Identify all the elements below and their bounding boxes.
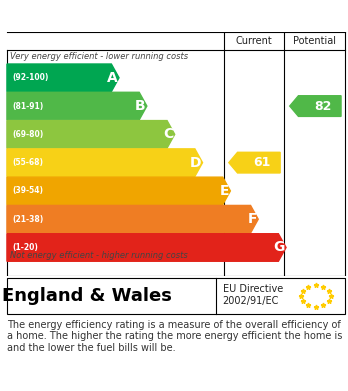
Text: B: B	[135, 99, 146, 113]
Text: (69-80): (69-80)	[12, 130, 44, 139]
Polygon shape	[7, 120, 175, 148]
Text: F: F	[248, 212, 257, 226]
Text: EU Directive
2002/91/EC: EU Directive 2002/91/EC	[223, 284, 283, 306]
Text: C: C	[164, 127, 174, 142]
Text: Not energy efficient - higher running costs: Not energy efficient - higher running co…	[10, 251, 188, 260]
Polygon shape	[290, 96, 341, 117]
Text: E: E	[220, 184, 229, 198]
FancyBboxPatch shape	[7, 278, 345, 314]
Text: Potential: Potential	[293, 36, 335, 46]
Polygon shape	[7, 64, 119, 91]
Text: (39-54): (39-54)	[12, 187, 43, 196]
Text: Energy Efficiency Rating: Energy Efficiency Rating	[10, 7, 239, 25]
Text: Current: Current	[236, 36, 272, 46]
Text: D: D	[190, 156, 201, 170]
Text: (92-100): (92-100)	[12, 73, 49, 82]
Text: (55-68): (55-68)	[12, 158, 43, 167]
Text: G: G	[274, 240, 285, 255]
Text: Very energy efficient - lower running costs: Very energy efficient - lower running co…	[10, 52, 189, 61]
Polygon shape	[7, 92, 147, 120]
Text: (81-91): (81-91)	[12, 102, 44, 111]
Polygon shape	[229, 152, 280, 173]
Polygon shape	[7, 177, 230, 205]
Polygon shape	[7, 205, 258, 233]
Text: England & Wales: England & Wales	[2, 287, 172, 305]
Text: 82: 82	[315, 100, 332, 113]
Text: (21-38): (21-38)	[12, 215, 44, 224]
Text: A: A	[107, 71, 118, 85]
Text: (1-20): (1-20)	[12, 243, 38, 252]
Polygon shape	[7, 234, 286, 261]
Text: 61: 61	[254, 156, 271, 169]
Text: The energy efficiency rating is a measure of the overall efficiency of a home. T: The energy efficiency rating is a measur…	[7, 320, 342, 353]
Polygon shape	[7, 149, 203, 176]
